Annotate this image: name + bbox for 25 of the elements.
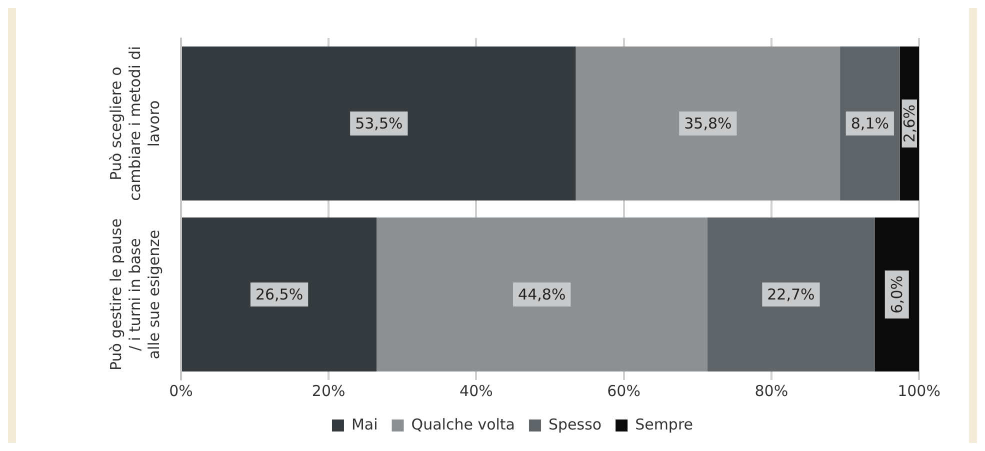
x-tick-label: 40%: [460, 382, 493, 400]
x-tick-label: 100%: [898, 382, 940, 400]
data-label: 6,0%: [888, 275, 906, 314]
data-label: 53,5%: [355, 114, 403, 132]
bar: [182, 218, 377, 372]
data-label: 2,6%: [900, 104, 918, 143]
legend-label: Spesso: [548, 415, 602, 434]
data-label: 35,8%: [684, 114, 732, 132]
y-tick-label: Può scegliere o cambiare i metodi di lavoro: [106, 46, 163, 201]
data-label: 22,7%: [767, 285, 815, 304]
data-label: 26,5%: [255, 285, 304, 304]
legend-label: Qualche volta: [411, 415, 515, 434]
x-tick-label: 80%: [754, 382, 788, 400]
bar: [707, 218, 875, 372]
bar: [182, 46, 576, 200]
x-tick-label: 0%: [169, 382, 193, 400]
x-tick-label: 60%: [607, 382, 640, 400]
bar: [376, 218, 708, 372]
bar: [576, 46, 840, 200]
y-tick-label: Può gestire le pause / i turni in base alle sue esigenze: [106, 218, 163, 371]
x-tick-label: 20%: [312, 382, 346, 400]
legend-label: Sempre: [635, 415, 694, 434]
data-label: 44,8%: [518, 285, 566, 304]
legend-label: Mai: [351, 415, 378, 434]
data-label: 8,1%: [850, 114, 889, 132]
